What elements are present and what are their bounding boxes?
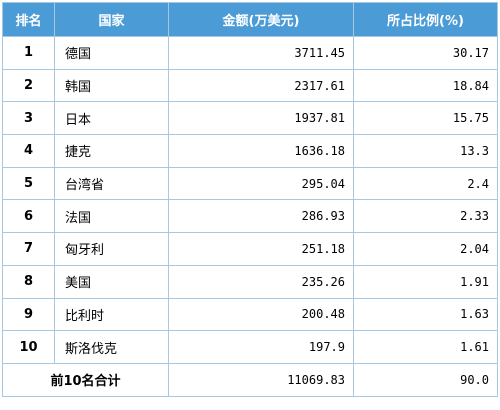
amount-cell: 1636.18 <box>168 134 354 168</box>
share-cell: 2.4 <box>353 166 498 201</box>
total-amount: 11069.83 <box>168 362 354 397</box>
table-row: 10 斯洛伐克 197.9 1.61 <box>2 330 498 364</box>
rank-cell: 4 <box>2 134 55 168</box>
rank-cell: 10 <box>2 330 55 364</box>
table-row: 1 德国 3711.45 30.17 <box>2 36 498 70</box>
amount-cell: 251.18 <box>168 232 354 266</box>
country-cell: 日本 <box>54 101 169 136</box>
country-cell: 法国 <box>54 199 169 234</box>
country-cell: 台湾省 <box>54 166 169 201</box>
amount-cell: 2317.61 <box>168 68 354 103</box>
country-cell: 德国 <box>54 36 169 70</box>
amount-cell: 235.26 <box>168 264 354 299</box>
rank-cell: 2 <box>2 68 55 103</box>
table-row: 9 比利时 200.48 1.63 <box>2 297 498 332</box>
share-cell: 13.3 <box>353 134 498 168</box>
share-cell: 1.61 <box>353 330 498 364</box>
amount-cell: 3711.45 <box>168 36 354 70</box>
country-cell: 捷克 <box>54 134 169 168</box>
country-cell: 美国 <box>54 264 169 299</box>
amount-cell: 286.93 <box>168 199 354 234</box>
table-row: 4 捷克 1636.18 13.3 <box>2 134 498 168</box>
country-cell: 韩国 <box>54 68 169 103</box>
rank-cell: 8 <box>2 264 55 299</box>
amount-cell: 197.9 <box>168 330 354 364</box>
amount-cell: 200.48 <box>168 297 354 332</box>
table-row: 7 匈牙利 251.18 2.04 <box>2 232 498 266</box>
table-row: 3 日本 1937.81 15.75 <box>2 101 498 136</box>
header-amount: 金额(万美元) <box>168 2 354 37</box>
country-cell: 比利时 <box>54 297 169 332</box>
share-cell: 2.04 <box>353 232 498 266</box>
rank-cell: 5 <box>2 166 55 201</box>
share-cell: 18.84 <box>353 68 498 103</box>
country-cell: 斯洛伐克 <box>54 330 169 364</box>
total-label: 前10名合计 <box>2 362 169 397</box>
header-rank: 排名 <box>2 2 55 37</box>
header-country: 国家 <box>54 2 169 37</box>
share-cell: 15.75 <box>353 101 498 136</box>
total-row: 前10名合计 11069.83 90.0 <box>2 362 498 397</box>
total-share: 90.0 <box>353 362 498 397</box>
rank-cell: 6 <box>2 199 55 234</box>
table-row: 6 法国 286.93 2.33 <box>2 199 498 234</box>
share-cell: 1.63 <box>353 297 498 332</box>
table-row: 2 韩国 2317.61 18.84 <box>2 68 498 103</box>
amount-cell: 295.04 <box>168 166 354 201</box>
rank-cell: 1 <box>2 36 55 70</box>
share-cell: 1.91 <box>353 264 498 299</box>
country-cell: 匈牙利 <box>54 232 169 266</box>
table-row: 8 美国 235.26 1.91 <box>2 264 498 299</box>
amount-cell: 1937.81 <box>168 101 354 136</box>
rank-cell: 3 <box>2 101 55 136</box>
table-header-row: 排名 国家 金额(万美元) 所占比例(%) <box>2 2 498 37</box>
share-cell: 30.17 <box>353 36 498 70</box>
header-share: 所占比例(%) <box>353 2 498 37</box>
share-cell: 2.33 <box>353 199 498 234</box>
rank-cell: 9 <box>2 297 55 332</box>
table-row: 5 台湾省 295.04 2.4 <box>2 166 498 201</box>
rank-cell: 7 <box>2 232 55 266</box>
ranking-table-container: 排名 国家 金额(万美元) 所占比例(%) 1 德国 3711.45 30.17… <box>2 2 498 397</box>
ranking-table: 排名 国家 金额(万美元) 所占比例(%) 1 德国 3711.45 30.17… <box>2 2 498 397</box>
